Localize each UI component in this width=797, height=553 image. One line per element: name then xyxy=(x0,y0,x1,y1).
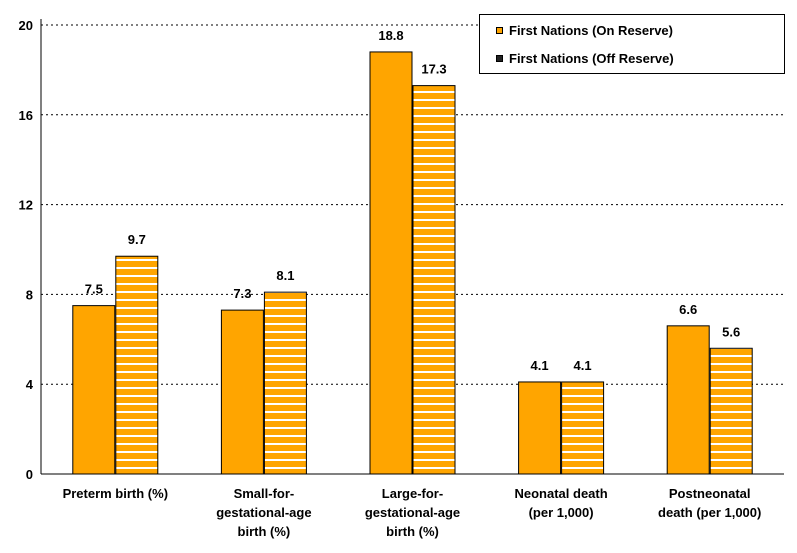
data-label: 9.7 xyxy=(128,232,146,247)
x-category-label: (per 1,000) xyxy=(529,505,594,520)
bar xyxy=(561,381,605,475)
data-label: 4.1 xyxy=(574,358,592,373)
data-label: 5.6 xyxy=(722,324,740,339)
data-label: 8.1 xyxy=(276,268,294,283)
y-tick-labels: 0 4 8 12 16 20 xyxy=(19,18,34,482)
data-label: 4.1 xyxy=(531,358,549,373)
x-category-labels: Preterm birth (%) Small-for-gestational-a… xyxy=(63,486,762,539)
legend-label-on-reserve: First Nations (On Reserve) xyxy=(509,22,673,38)
bars xyxy=(72,51,753,475)
data-label: 7.3 xyxy=(233,286,251,301)
bar xyxy=(709,347,753,475)
x-category-label: Postneonatal xyxy=(669,486,751,501)
bar xyxy=(518,381,562,475)
data-label: 17.3 xyxy=(421,62,446,77)
y-tick-label: 4 xyxy=(26,377,34,392)
y-tick-label: 0 xyxy=(26,467,33,482)
x-category-label: death (per 1,000) xyxy=(658,505,761,520)
data-labels: 7.5 7.3 18.8 4.1 6.6 9.7 8.1 17.3 4.1 5.6 xyxy=(85,28,740,373)
x-category-label: Preterm birth (%) xyxy=(63,486,168,501)
legend-swatch-off-reserve xyxy=(496,54,503,62)
legend-swatch-on-reserve xyxy=(496,26,503,34)
legend-item-off-reserve: First Nations (Off Reserve) xyxy=(480,48,674,68)
bar xyxy=(263,291,307,475)
bar xyxy=(115,255,159,475)
y-tick-label: 20 xyxy=(19,18,33,33)
bar xyxy=(412,85,456,475)
bar xyxy=(220,309,264,475)
y-tick-label: 12 xyxy=(19,198,33,213)
legend: First Nations (On Reserve) First Nations… xyxy=(479,14,785,74)
x-category-label: birth (%) xyxy=(386,524,439,539)
bar xyxy=(666,325,710,475)
x-category-label: Small-for- xyxy=(234,486,295,501)
y-tick-label: 8 xyxy=(26,287,33,302)
data-label: 7.5 xyxy=(85,282,103,297)
legend-item-on-reserve: First Nations (On Reserve) xyxy=(480,20,673,40)
bar xyxy=(72,305,116,475)
x-category-label: birth (%) xyxy=(238,524,291,539)
data-label: 18.8 xyxy=(378,28,403,43)
data-label: 6.6 xyxy=(679,302,697,317)
x-category-label: gestational-age xyxy=(216,505,311,520)
y-tick-label: 16 xyxy=(19,108,33,123)
axes xyxy=(40,19,784,475)
x-category-label: Large-for- xyxy=(382,486,443,501)
x-category-label: gestational-age xyxy=(365,505,460,520)
x-category-label: Neonatal death xyxy=(515,486,608,501)
bar xyxy=(369,51,413,475)
legend-label-off-reserve: First Nations (Off Reserve) xyxy=(509,50,674,66)
